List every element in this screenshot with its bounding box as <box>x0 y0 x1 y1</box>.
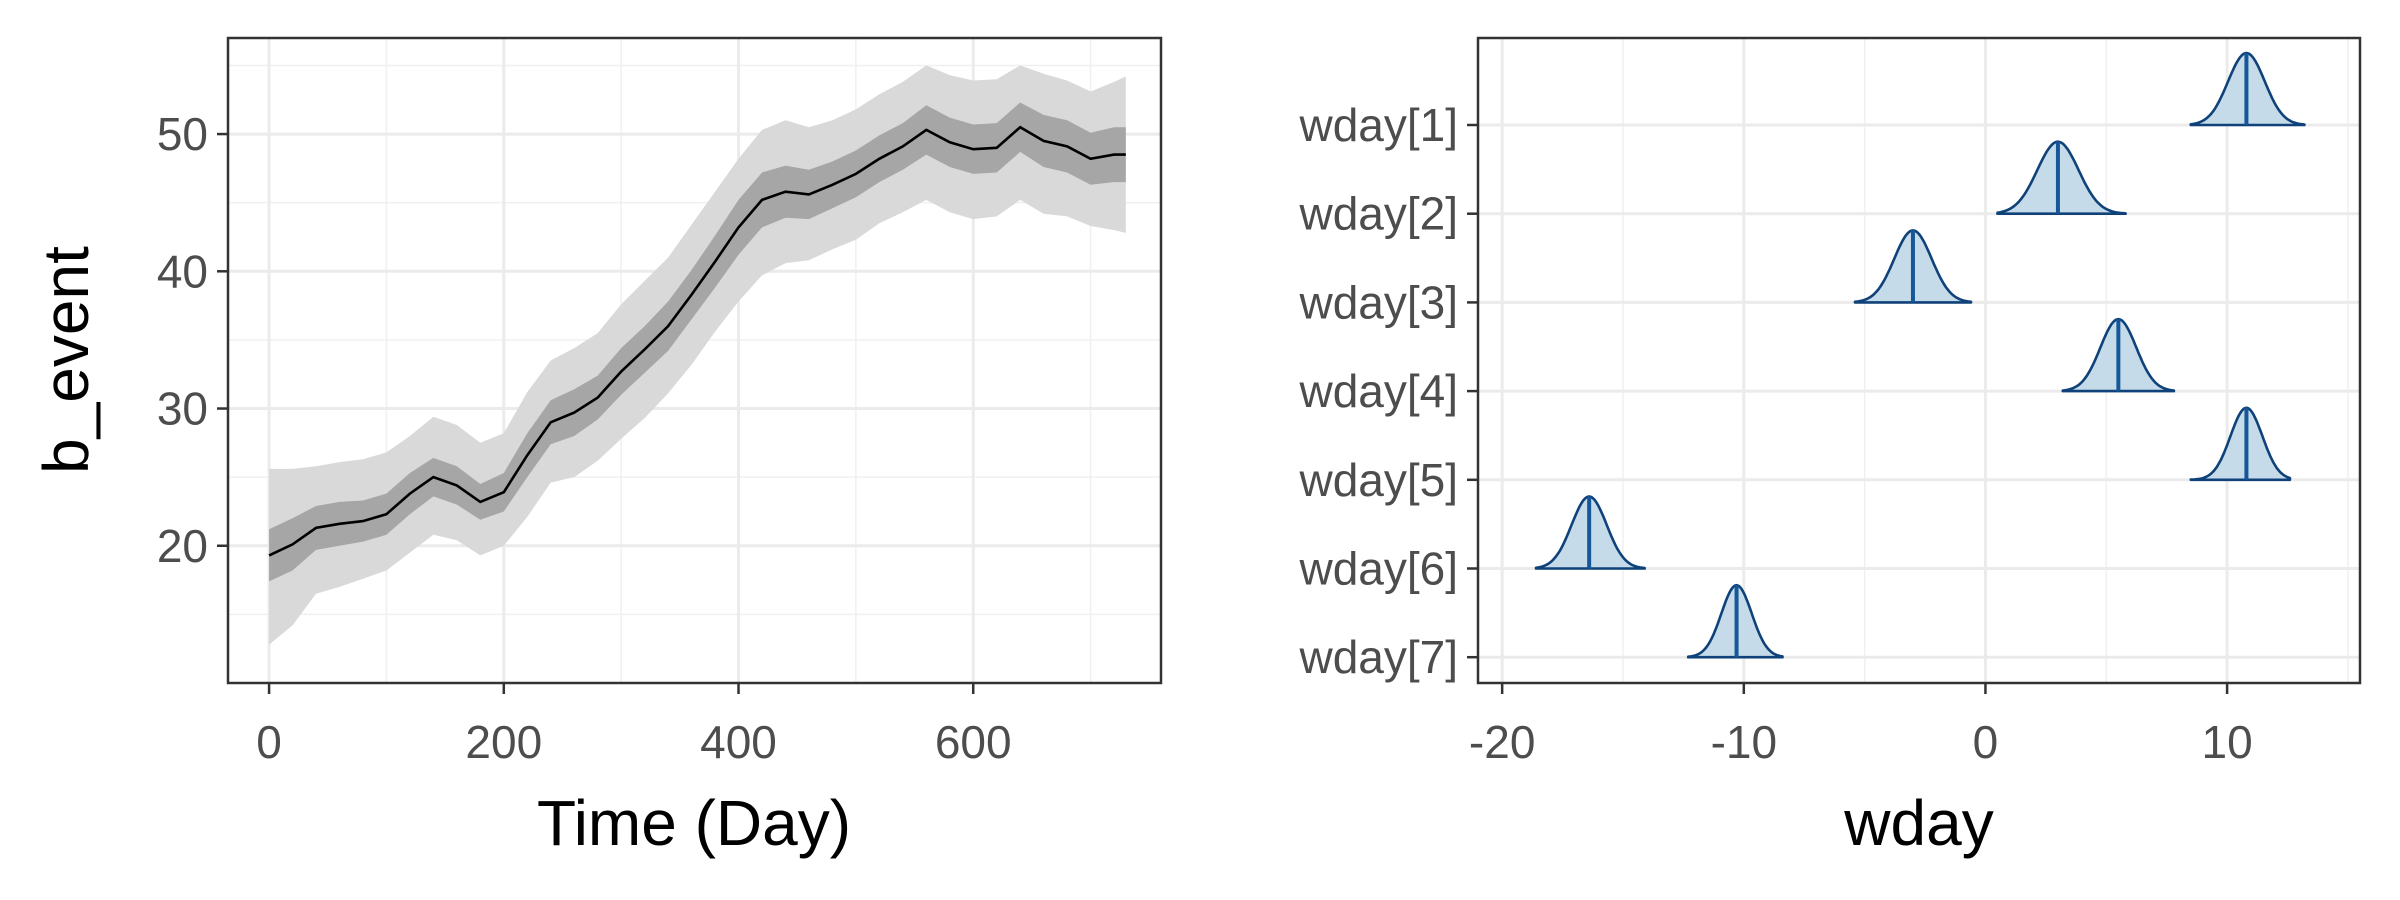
right-y-tick-label: wday[2] <box>1298 188 1458 240</box>
right-x-tick-label: 10 <box>2202 716 2253 768</box>
left-y-tick-label: 40 <box>157 245 208 297</box>
right-x-tick-label: -20 <box>1469 716 1535 768</box>
density-wday[7] <box>1686 583 1784 659</box>
right-panel: -20 -10 0 10 wday[1] wday[2] wday[3] wday[4] wda… <box>1298 36 2362 859</box>
density-curve <box>2189 406 2292 482</box>
left-axis-ticks: 0 200 400 600 20 30 40 50 <box>157 108 1012 768</box>
left-x-axis-title: Time (Day) <box>537 787 851 859</box>
right-densities <box>1534 51 2306 659</box>
left-y-tick-label: 20 <box>157 520 208 572</box>
right-x-tick-label: 0 <box>1973 716 1999 768</box>
right-y-tick-label: wday[6] <box>1298 543 1458 595</box>
right-plot-background <box>1478 38 2360 683</box>
left-x-tick-label: 400 <box>700 716 777 768</box>
left-panel-border <box>226 36 1163 685</box>
right-y-tick-label: wday[5] <box>1298 454 1458 506</box>
right-gridlines <box>1478 38 2360 683</box>
density-wday[6] <box>1534 495 1646 570</box>
right-y-tick-label: wday[4] <box>1298 365 1458 417</box>
density-wday[3] <box>1853 229 1973 304</box>
density-wday[1] <box>2189 51 2306 127</box>
left-y-tick-label: 50 <box>157 108 208 160</box>
left-y-axis-title: b_event <box>30 246 102 474</box>
density-wday[4] <box>2061 317 2176 393</box>
left-inner-credible-band <box>269 102 1126 582</box>
left-x-tick-label: 0 <box>256 716 282 768</box>
left-x-tick-label: 200 <box>465 716 542 768</box>
right-y-tick-label: wday[1] <box>1298 99 1458 151</box>
left-panel: 0 200 400 600 20 30 40 50 Time (Day) b_event <box>30 36 1163 859</box>
right-y-tick-label: wday[3] <box>1298 276 1458 328</box>
right-y-tick-label: wday[7] <box>1298 631 1458 683</box>
right-panel-border <box>1476 36 2362 685</box>
density-wday[5] <box>2189 406 2292 482</box>
right-axis-ticks: -20 -10 0 10 wday[1] wday[2] wday[3] wday[4] wda… <box>1298 99 2252 768</box>
density-wday[2] <box>1996 140 2127 215</box>
left-median-line <box>268 125 1126 557</box>
right-x-tick-label: -10 <box>1711 716 1777 768</box>
right-x-axis-title: wday <box>1843 787 1993 859</box>
left-x-tick-label: 600 <box>935 716 1012 768</box>
left-y-tick-label: 30 <box>157 383 208 435</box>
density-curve <box>1996 140 2127 215</box>
